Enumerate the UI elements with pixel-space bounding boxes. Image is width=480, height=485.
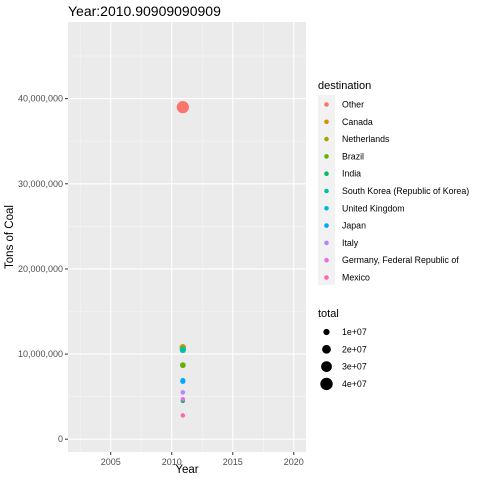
color-legend-label: Germany, Federal Republic of	[342, 255, 459, 265]
color-legend-label: Netherlands	[342, 134, 390, 144]
color-legend-label: South Korea (Republic of Korea)	[342, 186, 469, 196]
color-legend-key	[324, 102, 329, 107]
size-legend-label: 4e+07	[342, 379, 367, 389]
color-legend-key	[324, 188, 329, 194]
x-tick-label: 2020	[284, 457, 304, 467]
y-tick-label: 20,000,000	[18, 264, 63, 274]
color-legend-label: Mexico	[342, 273, 370, 283]
y-tick-label: 10,000,000	[18, 349, 63, 359]
x-tick-label: 2010	[162, 457, 182, 467]
size-legend-key	[323, 328, 330, 336]
color-legend-key	[324, 275, 329, 280]
y-tick-label: 0	[58, 434, 63, 444]
data-point	[179, 346, 187, 353]
data-point	[179, 362, 186, 369]
x-tick-label: 2015	[223, 457, 243, 467]
color-legend-label: Brazil	[342, 151, 364, 161]
x-axis-label: Year	[175, 464, 198, 476]
size-legend-label: 1e+07	[342, 327, 367, 337]
color-legend-key	[324, 223, 329, 228]
data-point	[180, 390, 186, 395]
color-legend-label: India	[342, 169, 361, 179]
color-legend-label: Japan	[342, 221, 366, 231]
size-legend-label: 2e+07	[342, 344, 367, 354]
size-legend-label: 3e+07	[342, 362, 367, 372]
color-legend-label: Other	[342, 100, 364, 110]
color-legend-key	[324, 257, 329, 263]
color-legend-title: destination	[318, 80, 371, 92]
y-tick-label: 40,000,000	[18, 94, 63, 104]
data-point	[180, 378, 186, 384]
color-legend-label: Canada	[342, 117, 373, 127]
size-legend-title: total	[318, 308, 339, 320]
y-tick-label: 30,000,000	[18, 179, 63, 189]
color-legend-key	[324, 171, 329, 176]
chart-title: Year:2010.90909090909	[68, 3, 221, 19]
data-point	[180, 413, 186, 418]
color-legend-key	[324, 119, 329, 125]
x-tick-label: 2005	[101, 457, 121, 467]
data-point	[180, 397, 186, 402]
color-legend-key	[324, 136, 329, 142]
plot-panel	[68, 22, 306, 452]
color-legend-key	[324, 206, 329, 211]
y-axis-label: Tons of Coal	[4, 205, 16, 269]
color-legend-key	[324, 154, 329, 159]
color-legend-key	[324, 240, 329, 246]
size-legend-key	[322, 344, 331, 354]
size-legend-key	[321, 361, 332, 372]
color-legend-label: United Kingdom	[342, 203, 405, 213]
data-point	[176, 101, 189, 114]
size-legend-key	[320, 377, 333, 391]
color-legend-label: Italy	[342, 238, 359, 248]
